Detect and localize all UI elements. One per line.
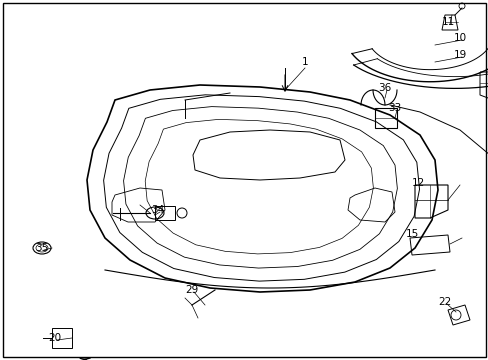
Text: 15: 15 — [405, 229, 418, 239]
Text: 29: 29 — [185, 285, 198, 295]
Text: 20: 20 — [48, 333, 61, 343]
Text: 22: 22 — [437, 297, 451, 307]
Text: 35: 35 — [35, 243, 48, 253]
Text: 12: 12 — [410, 178, 424, 188]
Text: 33: 33 — [387, 103, 401, 113]
Text: 11: 11 — [441, 17, 454, 27]
Text: 19: 19 — [452, 50, 466, 60]
Text: 10: 10 — [452, 33, 466, 43]
Text: 36: 36 — [378, 83, 391, 93]
Text: 34: 34 — [151, 205, 164, 215]
Text: 1: 1 — [301, 57, 307, 67]
